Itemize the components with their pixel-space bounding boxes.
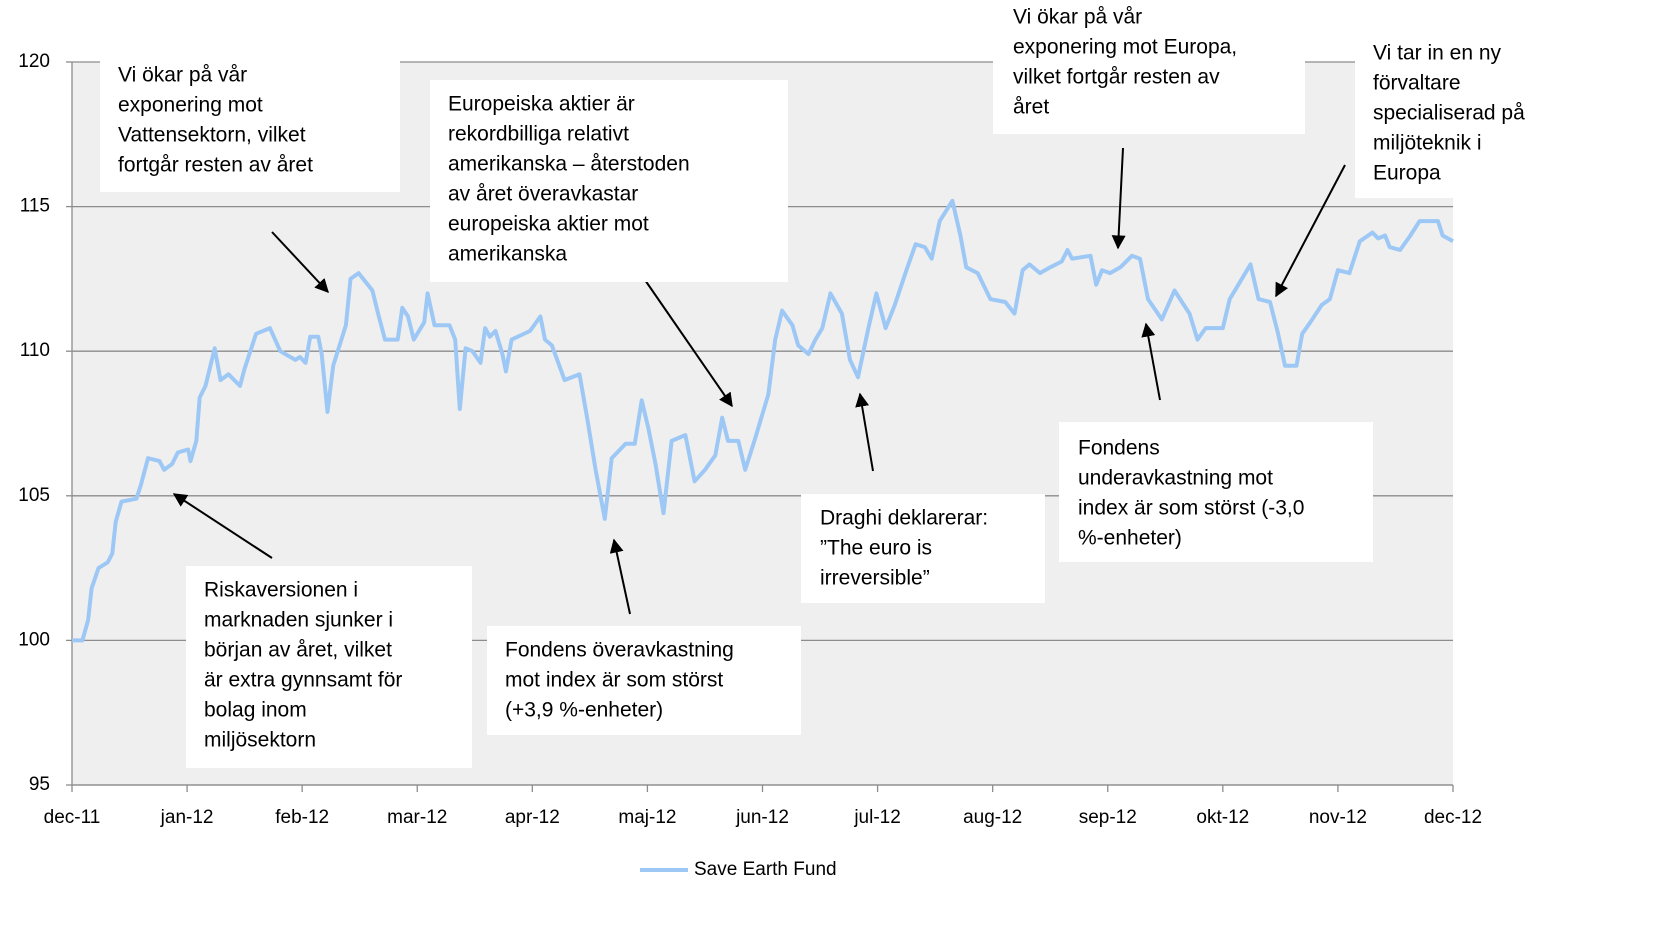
x-tick-label: sep-12: [1079, 807, 1137, 828]
annotation-text: förvaltare: [1373, 72, 1461, 95]
y-tick-label: 100: [18, 629, 50, 650]
x-tick-label: jun-12: [735, 807, 789, 828]
annotation-text: Riskaversionen i: [204, 579, 358, 602]
annotation-text: %-enheter): [1078, 527, 1182, 550]
annotation-arrow: [1111, 147, 1126, 250]
annotation-text: av året överavkastar: [448, 183, 638, 206]
y-tick-label: 120: [18, 51, 50, 72]
annotation-text: Vi ökar på vår: [1013, 6, 1142, 29]
annotation-box: [487, 626, 801, 735]
annotation-text: Vattensektorn, vilket: [118, 124, 306, 147]
x-tick-label: feb-12: [275, 807, 329, 828]
annotation-box: [100, 58, 400, 192]
annotation-text: rekordbilliga relativt: [448, 123, 629, 146]
x-tick-label: dec-12: [1424, 807, 1482, 828]
annotation-text: Vi ökar på vår: [118, 64, 247, 87]
annotation-text: Fondens överavkastning: [505, 639, 734, 662]
annotation-box: [1355, 40, 1557, 198]
legend-label: Save Earth Fund: [694, 859, 837, 880]
data-line: [72, 198, 1454, 643]
annotation-text: underavkastning mot: [1078, 467, 1273, 490]
annotation-box: [186, 566, 472, 768]
annotation-arrow: [172, 493, 273, 559]
x-tick-label: jul-12: [853, 807, 900, 828]
annotation-text: Europa: [1373, 162, 1441, 185]
annotation-text: bolag inom: [204, 699, 307, 722]
annotation-box: [801, 494, 1045, 603]
y-tick-label: 115: [20, 196, 50, 217]
x-tick-label: apr-12: [505, 807, 560, 828]
annotation-text: Europeiska aktier är: [448, 93, 635, 116]
annotation-text: specialiserad på: [1373, 102, 1525, 125]
annotation-text: fortgår resten av året: [118, 154, 313, 177]
x-tick-label: aug-12: [963, 807, 1022, 828]
annotation-text: miljösektorn: [204, 729, 316, 752]
annotation-text: ”The euro is: [820, 537, 932, 560]
annotation-text: marknaden sjunker i: [204, 609, 393, 632]
annotation-text: Vi tar in en ny: [1373, 42, 1502, 65]
annotation-text: året: [1013, 96, 1049, 119]
annotation-text: amerikanska: [448, 243, 567, 266]
x-tick-label: nov-12: [1309, 807, 1367, 828]
annotation-text: miljöteknik i: [1373, 132, 1482, 155]
annotation-arrow: [271, 231, 329, 294]
annotation-text: europeiska aktier mot: [448, 213, 649, 236]
annotation-text: exponering mot: [118, 94, 263, 117]
annotation-arrow: [609, 538, 631, 615]
annotation-text: Fondens: [1078, 437, 1160, 460]
annotation-arrow: [644, 279, 733, 408]
annotation-arrow: [855, 392, 874, 472]
annotation-box: [430, 80, 788, 282]
annotation-text: (+3,9 %-enheter): [505, 699, 663, 722]
x-tick-label: mar-12: [387, 807, 447, 828]
y-tick-label: 105: [18, 485, 50, 506]
annotation-text: irreversible”: [820, 567, 930, 590]
annotation-box: [993, 0, 1305, 134]
annotation-text: exponering mot Europa,: [1013, 36, 1237, 59]
y-tick-label: 110: [20, 340, 50, 361]
annotation-arrow: [1141, 322, 1161, 401]
annotation-arrow: [1275, 164, 1346, 298]
annotation-text: vilket fortgår resten av: [1013, 66, 1220, 89]
annotation-text: början av året, vilket: [204, 639, 392, 662]
annotation-text: amerikanska – återstoden: [448, 153, 690, 176]
x-tick-label: jan-12: [160, 807, 214, 828]
annotation-text: index är som störst (-3,0: [1078, 497, 1304, 520]
annotation-text: är extra gynnsamt för: [204, 669, 402, 692]
annotation-text: Draghi deklarerar:: [820, 507, 988, 530]
annotation-box: [1059, 422, 1373, 562]
annotation-text: mot index är som störst: [505, 669, 723, 692]
x-tick-label: okt-12: [1196, 807, 1249, 828]
x-tick-label: dec-11: [44, 807, 101, 828]
y-tick-label: 95: [29, 774, 50, 795]
x-tick-label: maj-12: [618, 807, 676, 828]
